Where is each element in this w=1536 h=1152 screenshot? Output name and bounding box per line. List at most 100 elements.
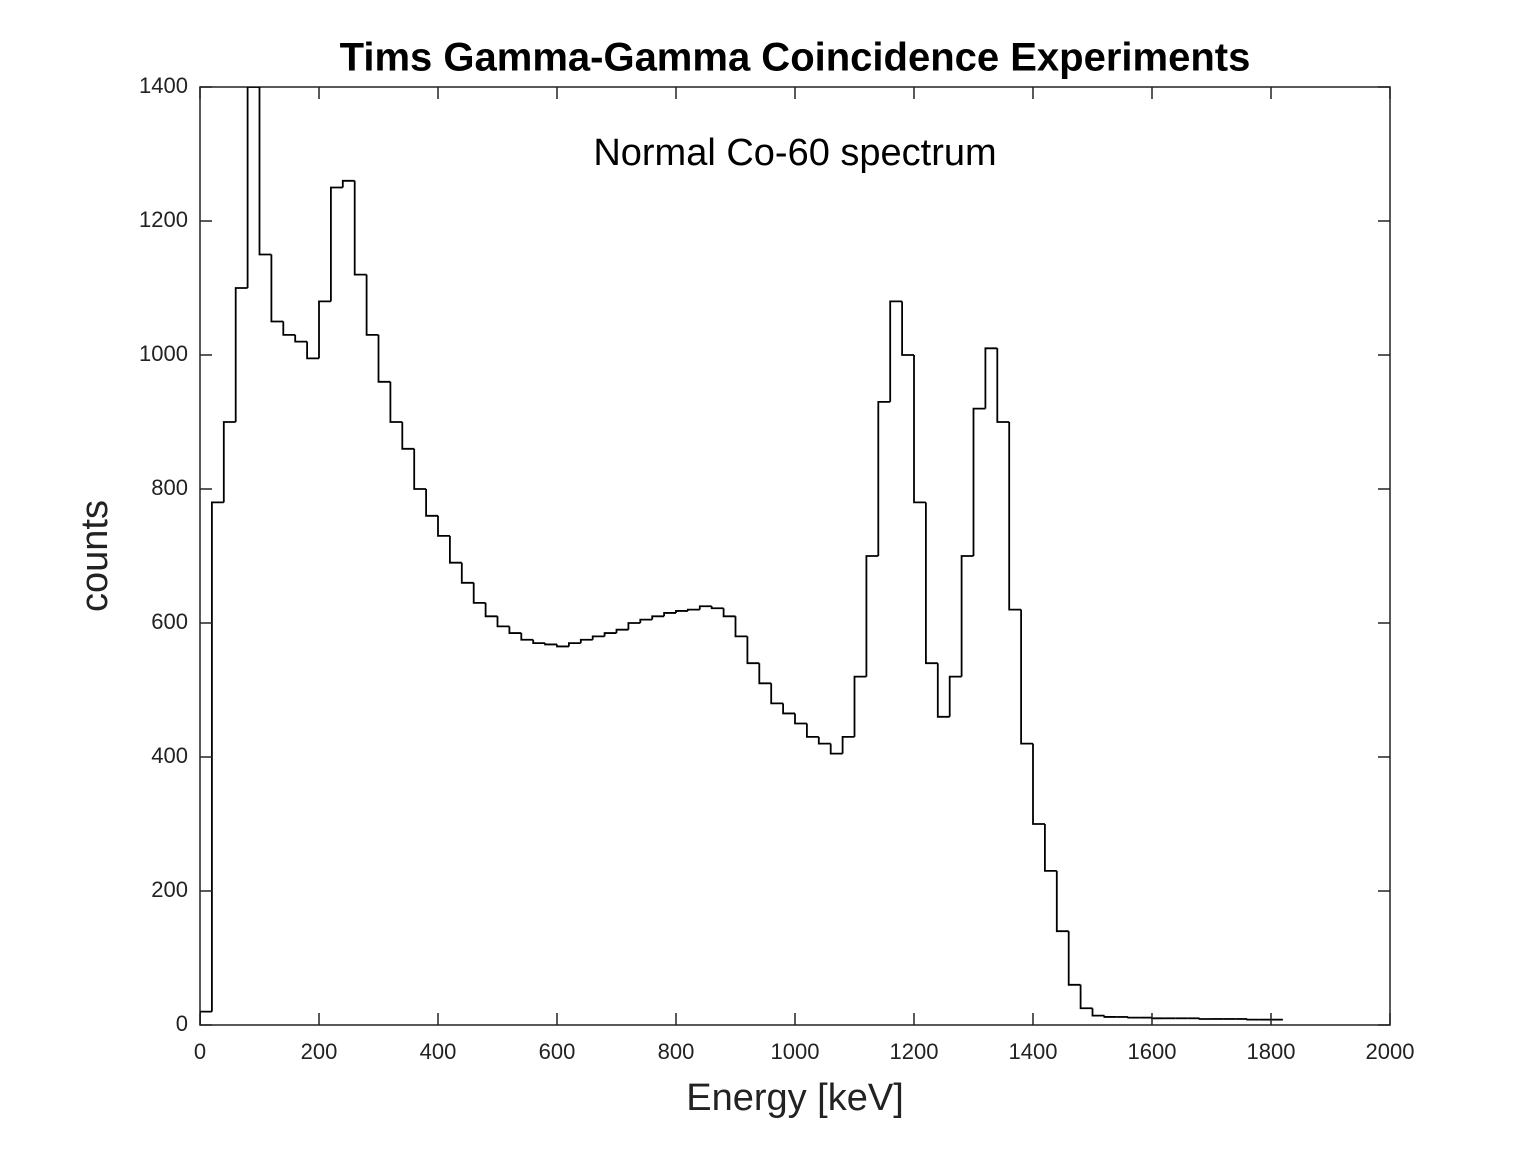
histogram-step (1091, 1008, 1105, 1017)
histogram-step (710, 606, 724, 610)
histogram-step (532, 639, 546, 644)
histogram-step (948, 675, 962, 717)
histogram-step (722, 608, 736, 618)
histogram-step (234, 287, 248, 422)
x-tick-label: 0 (194, 1039, 206, 1064)
histogram-step (603, 632, 617, 637)
y-tick-label: 1200 (139, 207, 188, 232)
histogram-step (877, 401, 891, 556)
histogram-step (972, 407, 986, 556)
histogram-step (651, 615, 665, 620)
histogram-step (389, 381, 403, 423)
y-tick-label: 200 (151, 877, 188, 902)
histogram-step (758, 663, 772, 685)
histogram-step (1103, 1015, 1117, 1018)
histogram-step (913, 355, 926, 504)
histogram-step (330, 186, 343, 302)
histogram-step (568, 642, 581, 647)
plot-area (200, 87, 1283, 1025)
annotation: Normal Co-60 spectrum (593, 132, 996, 174)
histogram-step (472, 582, 486, 604)
histogram-step (341, 179, 355, 188)
histogram-step (258, 87, 272, 256)
histogram-step (365, 274, 379, 336)
chart-title: Tims Gamma-Gamma Coincidence Experiments (340, 36, 1251, 80)
histogram-step (841, 736, 855, 754)
histogram-step (782, 703, 795, 715)
histogram-step (496, 616, 510, 628)
histogram-step (1055, 870, 1069, 933)
histogram-step (746, 636, 760, 665)
histogram-step (222, 421, 236, 503)
histogram-step (484, 602, 498, 618)
histogram-step (960, 555, 974, 677)
histogram-step (1067, 931, 1081, 986)
y-tick-label: 1000 (139, 341, 188, 366)
x-tick-label: 1200 (890, 1039, 939, 1064)
x-tick-label: 1000 (771, 1039, 820, 1064)
histogram-step (936, 663, 950, 718)
histogram-step (200, 1010, 212, 1025)
histogram-step (865, 555, 879, 677)
histogram-step (1246, 1018, 1260, 1021)
x-tick-label: 600 (539, 1039, 576, 1064)
histogram-step (639, 618, 653, 623)
y-tick-label: 800 (151, 475, 188, 500)
histogram-step (270, 254, 284, 323)
histogram-step (591, 635, 605, 640)
histogram-step (675, 610, 688, 613)
histogram-step (413, 448, 427, 490)
histogram-step (425, 489, 438, 517)
histogram-step (734, 616, 748, 638)
y-tick-label: 0 (176, 1011, 188, 1036)
y-tick-label: 1400 (139, 73, 188, 98)
histogram-step (829, 743, 843, 755)
histogram-step (460, 562, 474, 584)
histogram-step (318, 300, 331, 359)
x-tick-label: 2000 (1366, 1039, 1415, 1064)
y-axis-label: counts (74, 500, 116, 612)
histogram-step (377, 334, 391, 383)
histogram-step (1151, 1017, 1164, 1020)
histogram-step (889, 300, 903, 402)
histogram-step (508, 626, 522, 634)
histogram-step (1198, 1018, 1212, 1020)
histogram-step (1127, 1016, 1141, 1019)
plot-frame (199, 86, 1391, 1026)
x-tick-label: 1600 (1128, 1039, 1177, 1064)
y-tick-label: 400 (151, 743, 188, 768)
histogram-step (449, 535, 462, 564)
histogram-step (437, 515, 450, 537)
histogram-step (687, 608, 700, 611)
histogram-step (925, 502, 938, 665)
histogram-step (794, 713, 807, 725)
x-tick-label: 1800 (1247, 1039, 1296, 1064)
histogram-step (770, 683, 784, 705)
histogram-step (294, 334, 308, 343)
histogram-step (817, 736, 831, 745)
histogram-step (1008, 422, 1022, 611)
histogram-step (544, 643, 557, 646)
histogram-step (698, 605, 712, 610)
x-tick-label: 400 (420, 1039, 457, 1064)
histogram-step (520, 633, 534, 641)
histogram-step (984, 347, 998, 409)
histogram-step (1020, 609, 1033, 745)
histogram-step (663, 612, 676, 617)
histogram-step (579, 638, 593, 644)
histogram-step (282, 321, 296, 336)
histogram-step (1079, 984, 1093, 1010)
histogram-step (853, 675, 867, 737)
x-tick-label: 1400 (1009, 1039, 1058, 1064)
x-tick-label: 800 (658, 1039, 695, 1064)
histogram-step (627, 622, 641, 630)
histogram-step (996, 348, 1010, 423)
histogram-step (1032, 743, 1045, 825)
x-tick-label: 200 (301, 1039, 338, 1064)
y-tick-label: 600 (151, 609, 188, 634)
histogram-step (806, 723, 819, 738)
histogram-step (401, 422, 415, 450)
histogram-step (353, 180, 367, 276)
